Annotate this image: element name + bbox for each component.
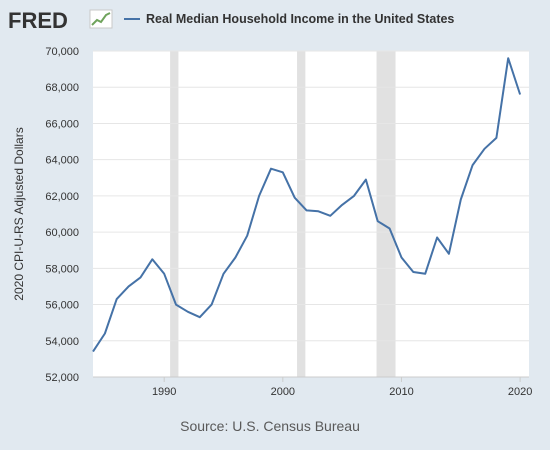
data-point[interactable]	[148, 255, 156, 263]
data-point[interactable]	[255, 192, 263, 200]
data-point[interactable]	[338, 201, 346, 209]
series-layer	[89, 54, 524, 356]
y-tick-label: 66,000	[45, 118, 79, 130]
recession-band-2	[376, 51, 396, 377]
data-point[interactable]	[303, 206, 311, 214]
recession-bands	[170, 51, 396, 377]
data-point[interactable]	[113, 295, 121, 303]
y-tick-label: 56,000	[45, 300, 79, 312]
y-tick-label: 60,000	[45, 227, 79, 239]
data-point[interactable]	[492, 134, 500, 142]
data-point[interactable]	[350, 192, 358, 200]
data-point[interactable]	[184, 308, 192, 316]
data-point[interactable]	[421, 270, 429, 278]
x-tick-labels: 1990 2000 2010 2020	[152, 377, 532, 398]
y-tick-label: 62,000	[45, 191, 79, 203]
legend-label: Real Median Household Income in the Unit…	[146, 12, 454, 26]
data-point[interactable]	[326, 212, 334, 220]
y-tick-label: 52,000	[45, 372, 79, 384]
data-point[interactable]	[136, 273, 144, 281]
y-tick-label: 68,000	[45, 82, 79, 94]
trend-graph-icon	[89, 9, 113, 29]
data-point[interactable]	[279, 168, 287, 176]
data-point[interactable]	[374, 217, 382, 225]
y-tick-labels: 52,000 54,000 56,000 58,000 60,000 62,000 64,0…	[45, 46, 79, 384]
data-point[interactable]	[208, 301, 216, 309]
recession-band-0	[170, 51, 179, 377]
data-point[interactable]	[160, 270, 168, 278]
data-point[interactable]	[386, 224, 394, 232]
data-point[interactable]	[220, 270, 228, 278]
data-point[interactable]	[457, 196, 465, 204]
data-point[interactable]	[243, 232, 251, 240]
y-tick-label: 70,000	[45, 46, 79, 58]
data-point[interactable]	[231, 253, 239, 261]
data-point[interactable]	[433, 234, 441, 242]
recession-band-1	[297, 51, 306, 377]
data-point[interactable]	[504, 54, 512, 62]
legend: Real Median Household Income in the Unit…	[124, 12, 454, 26]
y-tick-label: 58,000	[45, 263, 79, 275]
data-point[interactable]	[409, 268, 417, 276]
gridlines	[93, 50, 529, 342]
data-point[interactable]	[362, 176, 370, 184]
data-point[interactable]	[469, 161, 477, 169]
y-tick-label: 54,000	[45, 336, 79, 348]
data-point[interactable]	[172, 301, 180, 309]
x-tick-label: 2010	[389, 386, 413, 398]
data-point[interactable]	[397, 253, 405, 261]
data-point[interactable]	[196, 313, 204, 321]
data-point[interactable]	[481, 145, 489, 153]
x-tick-label: 1990	[152, 386, 176, 398]
series-line-0[interactable]	[92, 57, 522, 353]
x-tick-label: 2020	[508, 386, 532, 398]
data-point[interactable]	[89, 348, 97, 356]
y-axis-title: 2020 CPI-U-RS Adjusted Dollars	[12, 127, 26, 300]
fred-logo-text: FRED	[8, 8, 68, 33]
x-tick-label: 2000	[271, 386, 295, 398]
data-point[interactable]	[445, 250, 453, 258]
data-point[interactable]	[267, 165, 275, 173]
data-point[interactable]	[314, 207, 322, 215]
data-point[interactable]	[101, 330, 109, 338]
data-point[interactable]	[125, 282, 133, 290]
plot-area	[93, 51, 529, 377]
y-tick-label: 64,000	[45, 155, 79, 167]
source-label: Source: U.S. Census Bureau	[180, 418, 360, 434]
fred-logo[interactable]: FRED	[8, 8, 113, 33]
data-point[interactable]	[516, 90, 524, 98]
data-point[interactable]	[291, 194, 299, 202]
